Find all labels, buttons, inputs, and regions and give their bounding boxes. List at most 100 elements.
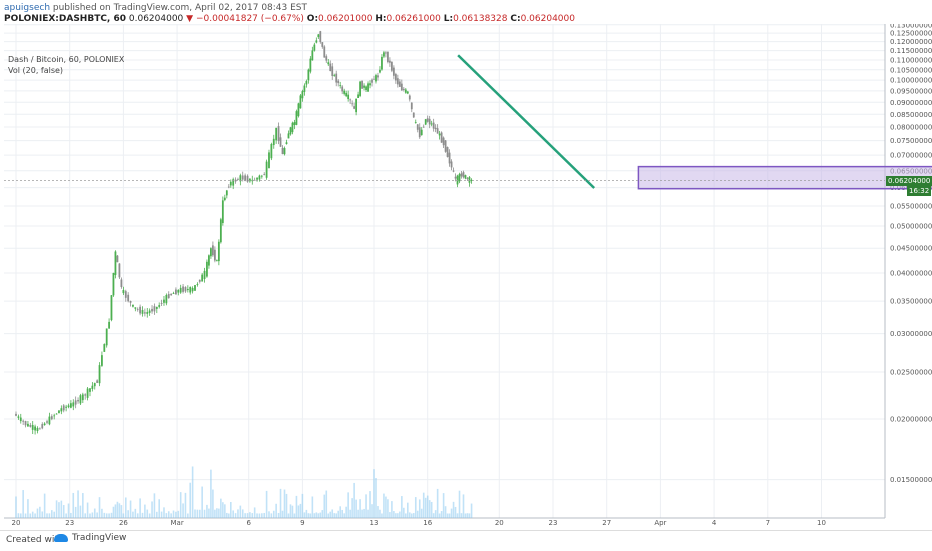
volume-bar	[281, 510, 284, 518]
candle-body	[96, 380, 99, 383]
footer-created: Created with	[6, 535, 64, 545]
volume-bar	[317, 513, 320, 518]
footer: Created with TradingView	[0, 530, 932, 551]
volume-bar	[325, 490, 328, 518]
volume-bar	[341, 509, 343, 518]
volume-bar	[31, 511, 34, 518]
candle-body	[367, 83, 369, 92]
volume-bar	[466, 513, 469, 518]
volume-bar	[241, 509, 244, 518]
candle-body	[462, 172, 465, 178]
volume-bar	[313, 513, 316, 518]
candle-body	[219, 219, 222, 243]
volume-bar	[395, 513, 397, 518]
volume-bar	[105, 513, 108, 518]
candle-body	[265, 161, 268, 178]
volume-bar	[351, 498, 353, 518]
candle-body	[208, 255, 210, 266]
volume-bar	[189, 482, 192, 518]
down-trendline	[457, 54, 596, 189]
candle-body	[118, 263, 121, 278]
volume-bar	[72, 492, 75, 518]
volume-bar	[224, 504, 226, 518]
candle-body	[404, 89, 407, 93]
candle-body	[120, 279, 123, 288]
volume-bar	[355, 499, 357, 518]
x-tick-label: 13	[370, 519, 379, 527]
volume-bar	[172, 510, 175, 518]
candle-body	[103, 344, 106, 352]
y-tick-label: 0.07500000	[890, 137, 932, 145]
volume-bar	[136, 513, 139, 518]
candle-body	[110, 295, 113, 321]
candle-body	[398, 81, 401, 87]
y-tick-label: 0.02000000	[890, 416, 932, 424]
candle-body	[458, 174, 461, 182]
candle-body	[165, 294, 168, 304]
candle-body	[136, 308, 139, 310]
candle-body	[256, 177, 258, 180]
volume-bar	[397, 513, 399, 518]
candle-body	[55, 413, 58, 415]
volume-bar	[268, 511, 270, 518]
candle-body	[327, 62, 330, 65]
candle-body	[248, 178, 251, 182]
candle-body	[84, 394, 87, 396]
volume-bar	[373, 469, 375, 518]
volume-bar	[251, 513, 254, 518]
volume-bar	[114, 504, 117, 518]
volume-bar	[375, 478, 377, 518]
candle-body	[361, 80, 363, 89]
volume-bar	[256, 513, 258, 518]
candle-body	[414, 122, 417, 123]
high-value: 0.06261000	[386, 14, 441, 24]
x-tick-label: 23	[65, 519, 74, 527]
candle-body	[143, 312, 146, 314]
volume-bar	[148, 513, 151, 518]
candle-body	[172, 293, 175, 294]
volume-bar	[239, 505, 242, 518]
volume-bar	[101, 508, 103, 518]
volume-bar	[335, 513, 338, 518]
volume-bar	[444, 506, 447, 518]
volume-bar	[116, 501, 119, 518]
candle-body	[239, 175, 242, 182]
volume-bar	[389, 512, 391, 518]
volume-bar	[456, 513, 459, 518]
candle-body	[317, 34, 320, 38]
volume-bar	[153, 493, 156, 518]
candle-body	[170, 293, 173, 296]
candle-body	[62, 405, 65, 411]
volume-bar	[208, 508, 210, 518]
volume-bar	[129, 500, 132, 518]
volume-bar	[299, 503, 302, 518]
tradingview-logo[interactable]: TradingView	[54, 533, 126, 543]
candle-body	[387, 51, 389, 63]
volume-bar	[470, 503, 473, 518]
candle-body	[36, 427, 39, 432]
candle-body	[160, 302, 163, 304]
author-link[interactable]: apuigsech	[4, 3, 51, 13]
volume-bar	[293, 513, 296, 518]
candle-body	[158, 305, 161, 307]
candle-body	[53, 415, 56, 417]
volume-bar	[132, 511, 134, 518]
price-chart[interactable]: 0.130000000.125000000.120000000.11500000…	[0, 24, 932, 528]
volume-bar	[96, 512, 98, 518]
x-tick-label: 7	[766, 519, 770, 527]
candle-body	[331, 66, 334, 76]
close-label: C:	[510, 14, 521, 24]
volume-bar	[151, 501, 153, 518]
volume-bar	[103, 512, 106, 518]
volume-bar	[84, 513, 87, 518]
volume-bar	[141, 512, 144, 518]
candle-body	[375, 75, 377, 82]
chart-area[interactable]: 0.13000000 0.12500000 0.12000000 0.11500000…	[0, 24, 932, 528]
volume-bar	[377, 506, 379, 518]
candle-body	[383, 52, 385, 57]
volume-bar	[420, 508, 423, 518]
volume-bar	[48, 513, 51, 518]
volume-bar	[41, 511, 44, 518]
candle-body	[420, 129, 423, 136]
volume-bar	[277, 512, 280, 518]
